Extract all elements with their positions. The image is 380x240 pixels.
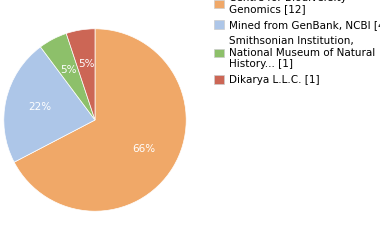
Wedge shape [14,29,186,211]
Text: 5%: 5% [60,65,77,75]
Wedge shape [4,47,95,162]
Wedge shape [40,33,95,120]
Wedge shape [66,29,95,120]
Legend: Centre for Biodiversity
Genomics [12], Mined from GenBank, NCBI [4], Smithsonian: Centre for Biodiversity Genomics [12], M… [214,0,380,85]
Text: 66%: 66% [132,144,155,154]
Text: 5%: 5% [78,59,94,69]
Text: 22%: 22% [28,102,51,112]
